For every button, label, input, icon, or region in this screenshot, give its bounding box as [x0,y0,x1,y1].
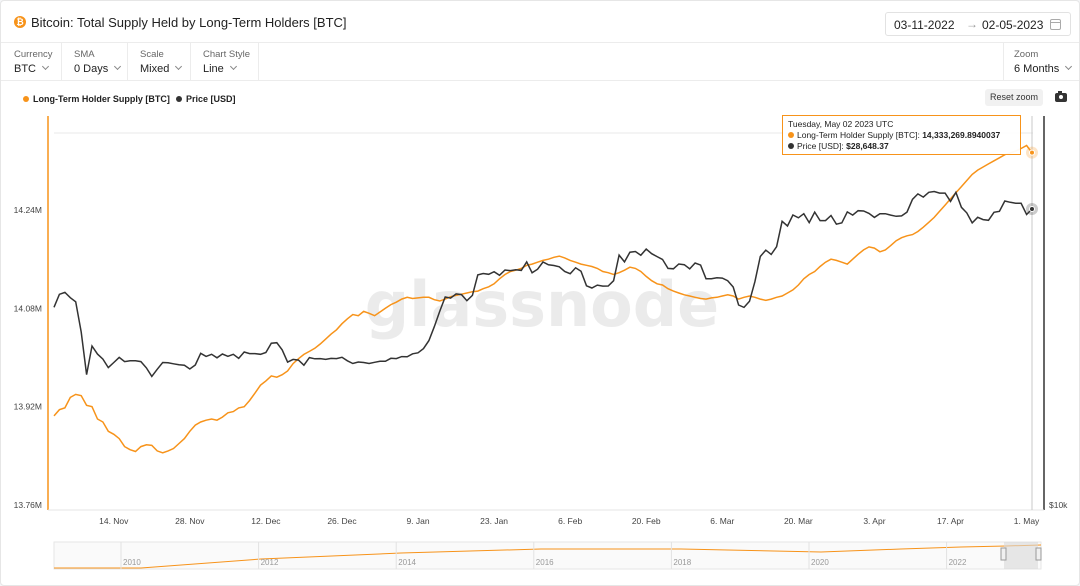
zoom-select[interactable]: Zoom 6 Months [1003,43,1079,81]
x-tick-label: 6. Mar [710,516,734,526]
scale-label: Scale [140,49,164,60]
legend-label-lth: Long-Term Holder Supply [BTC] [33,94,170,104]
calendar-icon[interactable] [1050,19,1061,30]
reset-zoom-button[interactable]: Reset zoom [985,89,1043,106]
x-tick-label: 23. Jan [480,516,508,526]
bitcoin-icon: ₿ [14,16,26,28]
x-tick-label: 28. Nov [175,516,205,526]
tooltip: Tuesday, May 02 2023 UTC Long-Term Holde… [782,115,1021,155]
chart-style-value: Line [203,63,224,75]
y-tick-label: 13.76M [14,500,42,510]
x-tick-label: 14. Nov [99,516,129,526]
chart-style-select[interactable]: Chart Style Line [191,43,259,81]
chart-title: Bitcoin: Total Supply Held by Long-Term … [31,15,347,30]
zoom-value: 6 Months [1014,63,1060,75]
series-line-lth [53,144,1033,454]
tooltip-dot-price [788,143,794,149]
date-to[interactable]: 02-05-2023 [982,18,1044,32]
navigator-series [54,544,1042,569]
currency-value: BTC [14,63,36,75]
navigator-year-label: 2022 [949,558,967,567]
currency-label: Currency [14,49,53,60]
x-tick-label: 3. Apr [863,516,885,526]
tooltip-dot-lth [788,132,794,138]
watermark: glassnode [365,268,719,341]
navigator-year-label: 2016 [536,558,554,567]
y-tick-label: 14.08M [14,303,42,313]
sma-label: SMA [74,49,95,60]
sma-value: 0 Days [74,63,109,75]
x-tick-label: 6. Feb [558,516,582,526]
x-tick-label: 1. May [1014,516,1040,526]
date-range-picker[interactable]: 03-11-2022 → 02-05-2023 [885,12,1071,36]
y-tick-label: 13.92M [14,402,42,412]
currency-select[interactable]: Currency BTC [1,43,62,81]
legend-dot-orange [23,96,29,102]
scale-select[interactable]: Scale Mixed [128,43,191,81]
navigator-year-label: 2018 [673,558,691,567]
navigator-year-label: 2014 [398,558,416,567]
hover-marker-price [1029,206,1035,212]
navigator-year-label: 2012 [261,558,279,567]
navigator-panel[interactable] [53,541,1042,570]
x-tick-label: 26. Dec [327,516,357,526]
series-line-price [53,190,1033,378]
navigator-year-label: 2020 [811,558,829,567]
x-tick-label: 20. Feb [632,516,661,526]
navigator-handle-right[interactable] [1035,547,1042,561]
navigator-year-label: 2010 [123,558,141,567]
x-tick-label: 9. Jan [406,516,429,526]
navigator-selection[interactable] [1004,542,1038,569]
hover-marker-lth [1029,149,1035,156]
tooltip-lth-value: 14,333,269.8940037 [922,130,1001,140]
chart-style-label: Chart Style [203,49,250,60]
navigator-handle-left[interactable] [1000,547,1007,561]
camera-icon[interactable] [1055,91,1067,102]
tooltip-date: Tuesday, May 02 2023 UTC [788,119,894,129]
legend-dot-black [176,96,182,102]
legend-item-price[interactable]: Price [USD] [176,94,236,104]
zoom-label: Zoom [1014,49,1039,60]
tooltip-price-label: Price [USD]: [797,141,844,151]
legend-item-lth[interactable]: Long-Term Holder Supply [BTC] [23,94,170,104]
tooltip-lth-label: Long-Term Holder Supply [BTC]: [797,130,920,140]
x-tick-label: 12. Dec [251,516,281,526]
date-from[interactable]: 03-11-2022 [894,18,955,32]
legend-label-price: Price [USD] [186,94,236,104]
y-right-tick-label: $10k [1049,500,1068,510]
arrow-right-icon: → [966,17,978,31]
y-tick-label: 14.24M [14,205,42,215]
tooltip-price-value: $28,648.37 [846,141,889,151]
x-tick-label: 20. Mar [784,516,813,526]
x-tick-label: 17. Apr [937,516,964,526]
scale-value: Mixed [140,63,170,75]
chart-controls: Currency BTC SMA 0 Days Scale Mixed Char… [1,43,1079,81]
sma-select[interactable]: SMA 0 Days [62,43,128,81]
chart-header: ₿ Bitcoin: Total Supply Held by Long-Ter… [1,1,1079,43]
